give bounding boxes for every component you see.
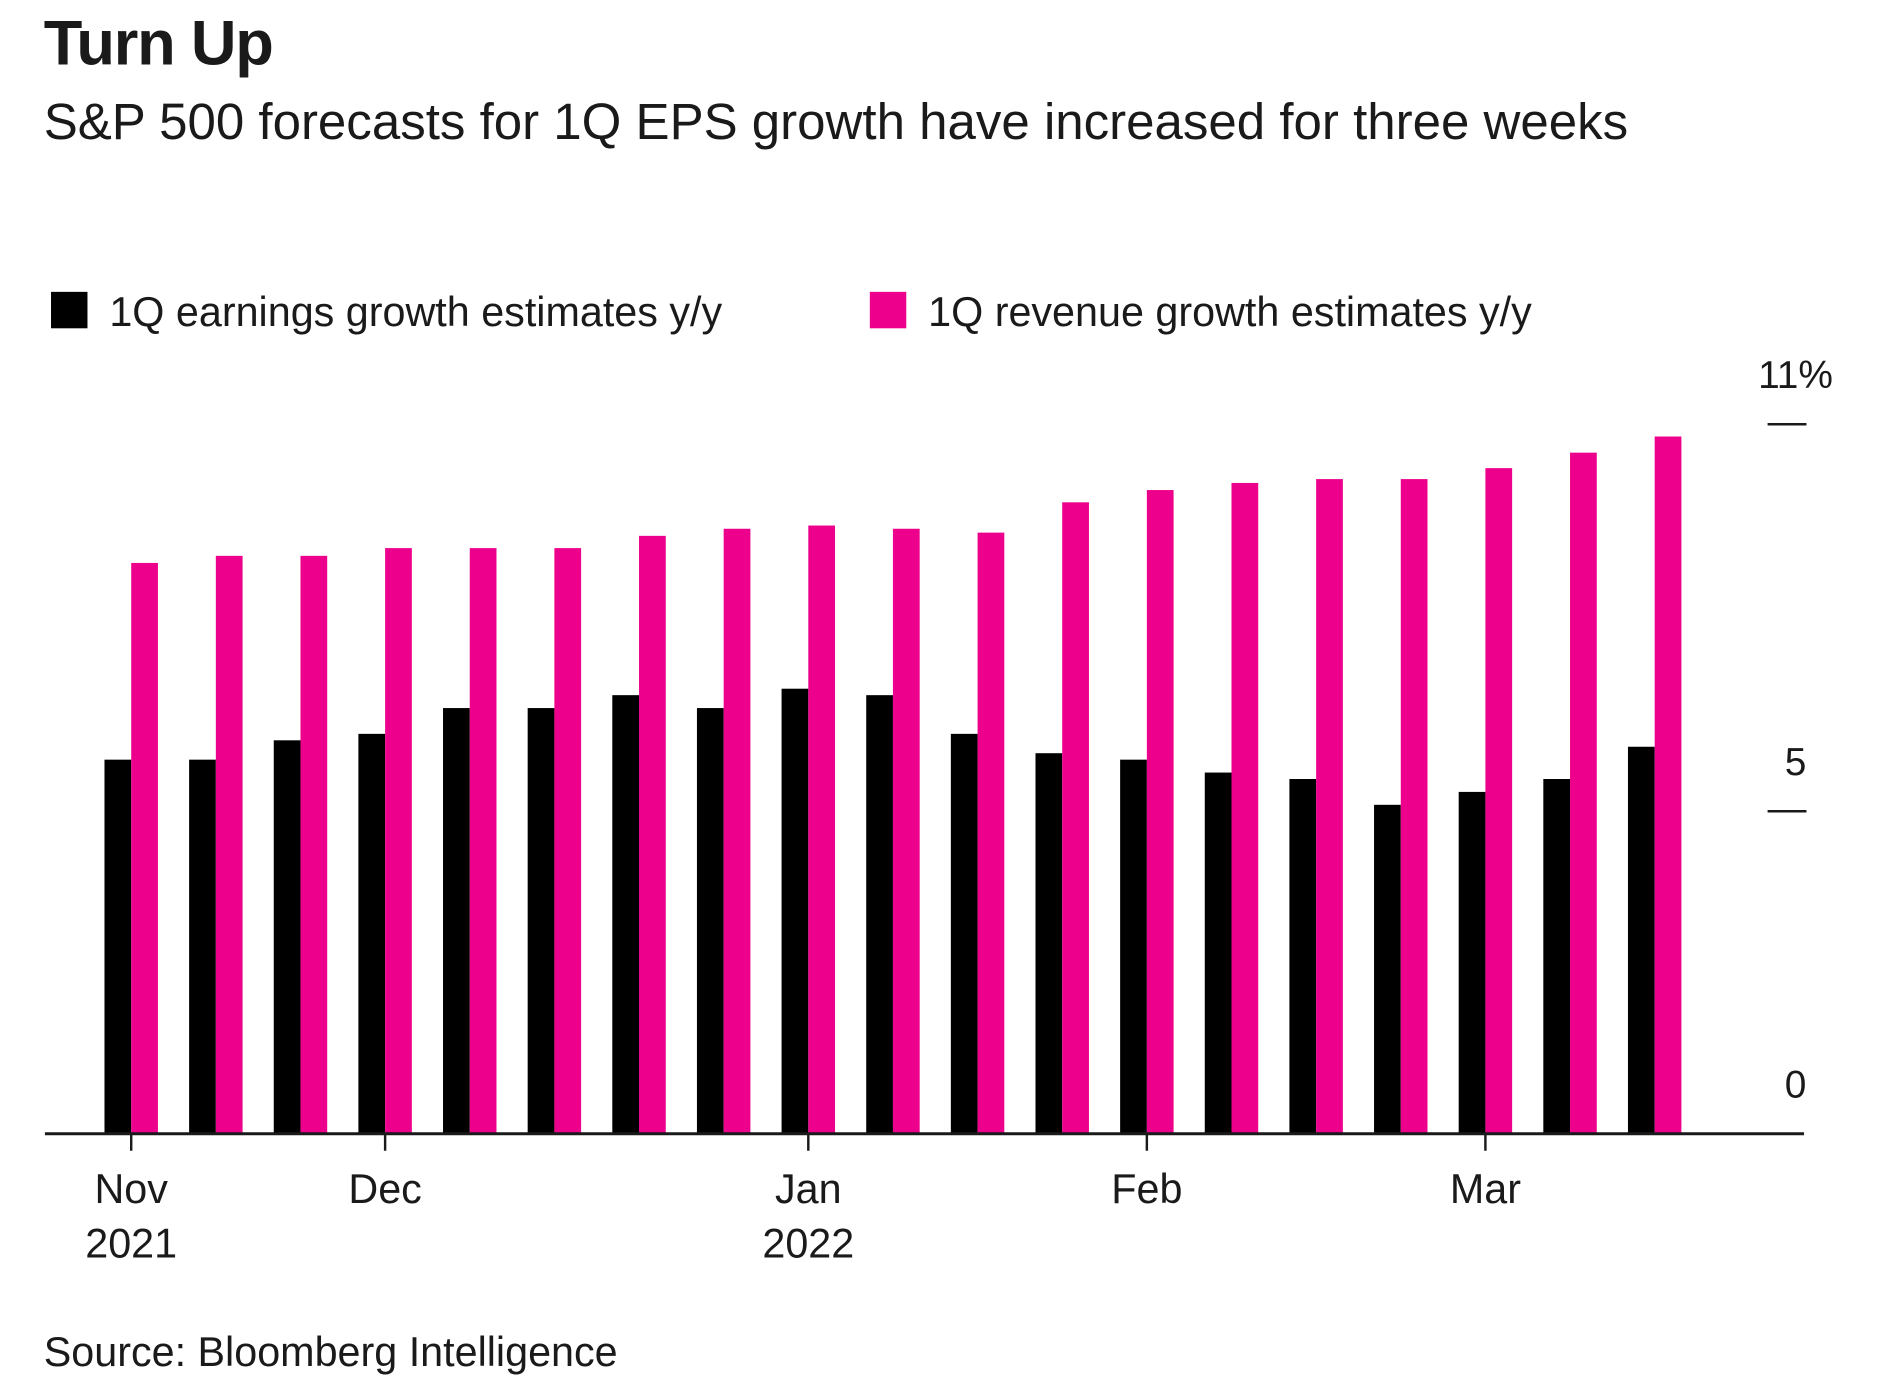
bar [781,688,809,1134]
legend-swatch [869,291,907,329]
x-tick-label: Jan 2022 [762,1166,854,1267]
x-tick-label: Mar [1450,1166,1521,1212]
bar [1120,759,1147,1134]
bar [1627,746,1655,1134]
bar [1543,779,1571,1134]
x-tick-label: Dec [348,1166,421,1212]
bar [358,733,386,1134]
x-tick-label: Nov 2021 [85,1166,177,1267]
bar [1485,468,1513,1134]
bar [1458,791,1486,1134]
bar [1289,779,1317,1134]
x-tick-label-line: Mar [1450,1166,1521,1212]
bar [977,532,1005,1134]
bar [443,708,470,1134]
x-tick-label-line: 2021 [85,1221,177,1267]
bar [469,548,497,1134]
x-tick-label: Feb [1111,1166,1182,1212]
bar [300,555,328,1134]
y-tick-label: 0 [1785,1063,1807,1106]
bar [273,740,301,1134]
bar [950,733,978,1134]
x-tick-label-line: Jan [775,1166,842,1212]
bar [723,528,751,1134]
bar [1062,502,1089,1134]
bar [1654,436,1682,1134]
bar [612,695,640,1134]
bar [1146,490,1174,1134]
source: Source: Bloomberg Intelligence [44,1329,618,1375]
bar [639,535,666,1134]
bar [104,759,132,1134]
bar [189,759,216,1134]
header: Turn Up S&P 500 forecasts for 1Q EPS gro… [43,8,1629,150]
bar [215,555,243,1134]
bar [696,708,724,1134]
chart-subtitle: S&P 500 forecasts for 1Q EPS growth have… [43,92,1629,150]
bar [385,548,412,1134]
x-tick-label-line: Nov [94,1166,168,1212]
bar [1400,479,1428,1134]
x-tick-label-line: Dec [348,1166,421,1212]
x-tick-label-line: 2022 [762,1221,854,1267]
bar [808,525,836,1134]
chart-title: Turn Up [43,8,274,80]
legend-swatch [51,291,88,329]
legend-label: 1Q earnings growth estimates y/y [109,289,722,335]
y-tick-label: 11% [1758,354,1833,397]
bar [866,695,893,1134]
bar [1035,753,1063,1134]
bar [527,708,555,1134]
bar [1316,479,1343,1134]
bar [1374,804,1401,1134]
bar [554,548,582,1134]
bar [131,562,158,1134]
x-tick-label-line: Feb [1111,1166,1182,1212]
bar [1231,482,1259,1134]
bar [1570,452,1597,1134]
legend-label: 1Q revenue growth estimates y/y [928,289,1532,335]
y-tick-label: 5 [1785,741,1807,784]
bar [892,528,920,1134]
bar [1204,772,1232,1134]
